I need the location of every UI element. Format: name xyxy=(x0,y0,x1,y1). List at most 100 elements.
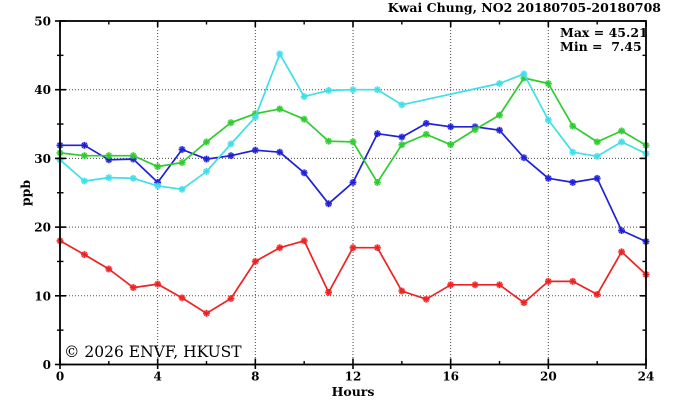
data-point-marker-core xyxy=(618,227,625,234)
data-point-marker-core xyxy=(618,138,625,146)
y-axis-label: ppb xyxy=(18,180,33,206)
y-tick-label: 10 xyxy=(34,289,51,303)
data-point-marker-core xyxy=(447,123,455,131)
data-point-marker-core xyxy=(398,141,406,149)
data-point-marker-core xyxy=(496,80,503,87)
data-point-marker-core xyxy=(544,80,552,87)
data-point-marker-core xyxy=(178,159,186,166)
data-point-marker-core xyxy=(251,113,259,121)
data-point-marker-core xyxy=(81,141,88,149)
data-point-marker-core xyxy=(593,291,601,298)
data-point-marker-core xyxy=(349,244,357,252)
data-point-marker-core xyxy=(349,138,357,146)
watermark: © 2026 ENVF, HKUST xyxy=(64,343,242,361)
data-point-marker-core xyxy=(81,251,88,258)
data-point-marker-core xyxy=(374,130,381,138)
data-point-marker-core xyxy=(276,148,284,156)
data-point-marker-core xyxy=(276,244,284,252)
data-point-marker-core xyxy=(544,174,552,182)
data-point-marker-core xyxy=(593,138,601,146)
data-point-marker-core xyxy=(569,122,577,130)
data-point-marker-core xyxy=(496,111,503,119)
data-point-marker-core xyxy=(178,294,186,302)
data-point-marker-core xyxy=(569,179,577,186)
data-point-marker-core xyxy=(325,200,332,208)
data-point-marker-core xyxy=(374,86,381,94)
x-tick-label: 0 xyxy=(56,370,64,384)
x-tick-label: 8 xyxy=(251,370,259,384)
data-point-marker-core xyxy=(105,152,113,160)
data-point-marker-core xyxy=(447,141,455,149)
data-point-marker-core xyxy=(374,244,381,252)
data-point-marker-core xyxy=(105,174,113,182)
data-point-marker-core xyxy=(227,295,235,302)
tick-labels: 0 10 20 30 40 50 0 4 8 12 16 20 24 xyxy=(34,15,654,384)
data-point-marker-core xyxy=(203,155,210,163)
data-series xyxy=(56,50,650,317)
data-point-marker-core xyxy=(227,140,235,148)
data-point-marker-core xyxy=(593,152,601,160)
x-tick-label: 16 xyxy=(442,370,459,384)
data-point-marker-core xyxy=(178,185,186,193)
data-point-marker-core xyxy=(105,265,113,273)
data-point-marker-core xyxy=(276,50,284,58)
data-point-marker-core xyxy=(251,258,259,265)
data-point-marker-core xyxy=(300,237,308,245)
series-cyan xyxy=(56,50,650,193)
data-point-marker-core xyxy=(154,280,162,288)
data-point-marker-core xyxy=(520,154,528,162)
x-tick-label: 20 xyxy=(540,370,557,384)
data-point-marker-core xyxy=(593,174,601,182)
data-point-marker-core xyxy=(154,182,162,190)
data-point-marker-core xyxy=(422,130,430,138)
data-point-marker-core xyxy=(422,119,430,127)
data-point-marker-core xyxy=(349,86,357,94)
y-tick-label: 0 xyxy=(43,358,51,372)
data-point-marker-core xyxy=(496,126,503,134)
max-annotation: Max = 45.21 xyxy=(560,25,648,40)
data-point-marker-core xyxy=(520,299,528,307)
min-annotation: Min = 7.45 xyxy=(560,39,642,54)
data-point-marker-core xyxy=(227,152,235,160)
data-point-marker-core xyxy=(544,277,552,285)
data-point-marker-core xyxy=(374,179,381,186)
x-tick-label: 24 xyxy=(638,370,655,384)
data-point-marker-core xyxy=(129,284,137,291)
data-point-marker-core xyxy=(129,174,137,182)
data-point-marker-core xyxy=(129,152,137,160)
y-tick-label: 40 xyxy=(34,83,51,97)
data-point-marker-core xyxy=(227,119,235,127)
data-point-marker-core xyxy=(325,86,332,94)
data-point-marker-core xyxy=(203,309,210,317)
data-point-marker-core xyxy=(105,156,113,164)
data-point-marker-core xyxy=(251,146,259,154)
x-axis-label: Hours xyxy=(332,384,375,399)
data-point-marker-core xyxy=(398,287,406,295)
data-point-marker-core xyxy=(325,137,332,145)
x-tick-label: 4 xyxy=(153,370,161,384)
data-point-marker-core xyxy=(81,152,88,160)
data-point-marker-core xyxy=(471,281,479,289)
data-point-marker-core xyxy=(203,168,210,175)
series-red xyxy=(56,237,650,317)
data-point-marker-core xyxy=(569,148,577,156)
y-tick-label: 30 xyxy=(34,152,51,166)
data-point-marker-core xyxy=(447,281,455,289)
x-tick-label: 12 xyxy=(345,370,362,384)
data-point-marker-core xyxy=(154,163,162,171)
data-point-marker-core xyxy=(569,277,577,285)
data-point-marker-core xyxy=(544,116,552,124)
data-point-marker-core xyxy=(422,295,430,303)
data-point-marker-core xyxy=(81,177,88,185)
data-point-marker-core xyxy=(349,179,357,186)
data-point-marker-core xyxy=(325,288,332,296)
data-point-marker-core xyxy=(496,281,503,289)
series-blue xyxy=(56,119,650,245)
gridlines xyxy=(60,21,646,365)
data-point-marker-core xyxy=(276,105,284,113)
chart-title: Kwai Chung, NO2 20180705-20180708 xyxy=(388,0,661,15)
y-tick-label: 20 xyxy=(34,221,51,235)
axes-and-ticks xyxy=(55,20,647,369)
